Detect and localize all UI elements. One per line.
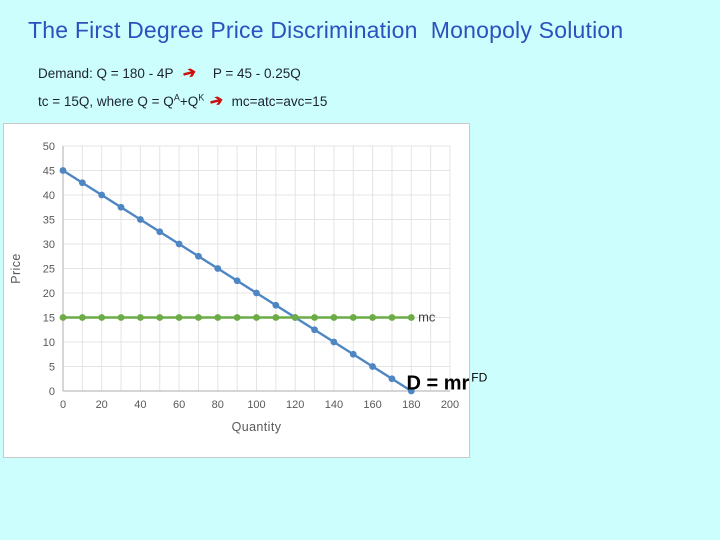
svg-text:40: 40 <box>43 190 55 202</box>
svg-text:20: 20 <box>43 288 55 300</box>
chart-panel: 0 20 40 60 80 100 120 140 160 180 200 0 5 10 15 20 25 30 3… <box>3 123 488 458</box>
chart-gridlines <box>63 145 451 391</box>
svg-text:120: 120 <box>286 399 304 411</box>
arrow-right-icon: ➔ <box>208 91 226 112</box>
x-axis-title: Quantity <box>232 420 282 434</box>
svg-text:40: 40 <box>134 399 146 411</box>
superscript-k: K <box>198 92 205 103</box>
page-title: The First Degree Price Discrimination Mo… <box>28 17 624 43</box>
superscript-a: A <box>173 92 180 103</box>
svg-text:30: 30 <box>43 239 55 251</box>
svg-text:20: 20 <box>96 399 108 411</box>
svg-text:25: 25 <box>43 264 55 276</box>
price-quantity-chart: 0 20 40 60 80 100 120 140 160 180 200 0 5 10 15 20 25 30 3… <box>9 141 488 434</box>
svg-text:15: 15 <box>43 313 55 325</box>
svg-text:180: 180 <box>402 399 420 411</box>
demand-equation-line: Demand: Q = 180 - 4P ➔ P = 45 - 0.25Q <box>38 63 301 84</box>
mc-series <box>59 314 415 321</box>
y-axis-title: Price <box>9 253 23 283</box>
svg-text:200: 200 <box>441 399 459 411</box>
demand-label: D = mr FD <box>406 371 487 395</box>
svg-text:35: 35 <box>43 215 55 227</box>
mc-label: mc <box>418 309 436 324</box>
svg-text:10: 10 <box>43 337 55 349</box>
cost-equation-text: tc = 15Q, where Q = QA+QK <box>38 92 205 109</box>
svg-text:140: 140 <box>325 399 343 411</box>
svg-text:80: 80 <box>212 399 224 411</box>
svg-text:50: 50 <box>43 141 55 153</box>
svg-text:0: 0 <box>60 399 66 411</box>
svg-text:5: 5 <box>49 362 55 374</box>
demand-series <box>59 167 415 395</box>
svg-text:45: 45 <box>43 166 55 178</box>
inverse-demand-text: P = 45 - 0.25Q <box>212 66 301 81</box>
svg-text:0: 0 <box>49 386 55 398</box>
arrow-right-icon: ➔ <box>181 63 199 84</box>
svg-text:100: 100 <box>247 399 265 411</box>
demand-equation-text: Demand: Q = 180 - 4P <box>38 66 174 81</box>
chart-axes <box>62 146 450 392</box>
svg-text:60: 60 <box>173 399 185 411</box>
cost-equation-line: tc = 15Q, where Q = QA+QK ➔ mc=atc=avc=1… <box>38 91 328 112</box>
mc-identity-text: mc=atc=avc=15 <box>231 94 328 109</box>
svg-text:160: 160 <box>363 399 381 411</box>
axis-tick-labels: 0 20 40 60 80 100 120 140 160 180 200 0 5 10 15 20 25 30 3… <box>43 141 459 411</box>
